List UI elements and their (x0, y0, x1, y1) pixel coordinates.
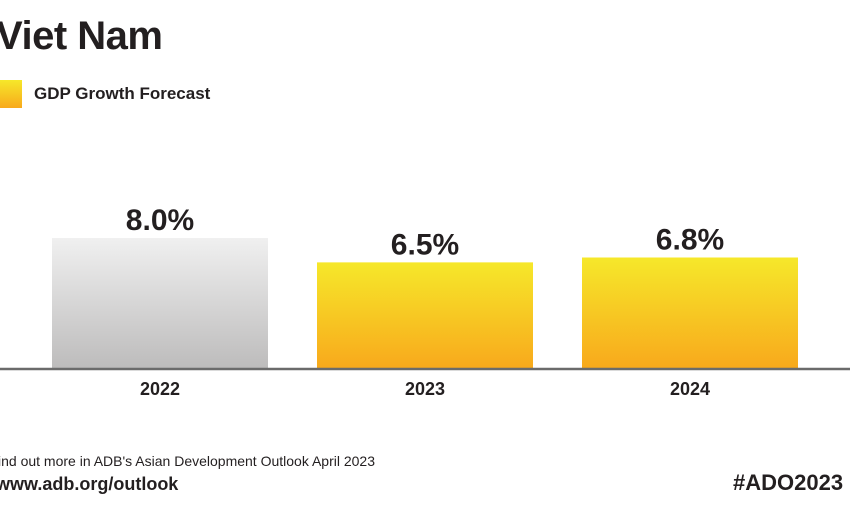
hashtag: #ADO2023 (733, 470, 844, 495)
footer-url-link[interactable]: www.adb.org/outlook (0, 474, 179, 494)
x-tick-label-2022: 2022 (140, 379, 180, 399)
chart-title: Viet Nam (0, 14, 163, 58)
data-label-2024: 6.8% (656, 224, 724, 257)
x-tick-label-2024: 2024 (670, 379, 710, 399)
legend-swatch (0, 80, 22, 108)
bar-2022 (52, 238, 268, 368)
legend: GDP Growth Forecast (0, 80, 210, 108)
data-label-2023: 6.5% (391, 228, 459, 261)
legend-label: GDP Growth Forecast (34, 84, 211, 103)
footer-note: ind out more in ADB's Asian Development … (0, 453, 375, 469)
bar-2023 (317, 262, 533, 368)
bar-2024 (582, 257, 798, 368)
data-label-2022: 8.0% (126, 204, 194, 237)
x-tick-label-2023: 2023 (405, 379, 445, 399)
